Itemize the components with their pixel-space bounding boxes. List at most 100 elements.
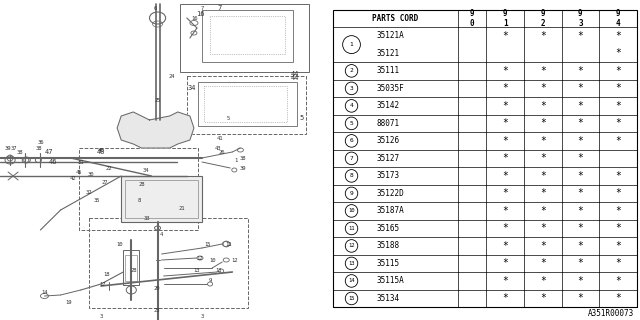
- Text: 25: 25: [154, 98, 161, 102]
- Text: 16: 16: [196, 11, 204, 17]
- Text: *: *: [615, 293, 621, 303]
- Text: 36: 36: [37, 140, 44, 146]
- Text: 22: 22: [106, 165, 113, 171]
- Text: 33: 33: [143, 215, 150, 220]
- Text: *: *: [540, 153, 546, 164]
- Bar: [79, 148, 198, 230]
- Text: 34: 34: [142, 167, 148, 172]
- Text: *: *: [577, 293, 583, 303]
- Text: 35121A: 35121A: [376, 31, 404, 40]
- Text: *: *: [615, 31, 621, 41]
- Text: 8: 8: [138, 197, 141, 203]
- Text: *: *: [540, 171, 546, 181]
- Text: *: *: [615, 259, 621, 268]
- Text: 9
4: 9 4: [616, 9, 620, 28]
- Text: 3: 3: [349, 86, 353, 91]
- Text: 13: 13: [348, 261, 355, 266]
- Text: *: *: [540, 84, 546, 93]
- Text: *: *: [540, 118, 546, 128]
- Text: *: *: [540, 259, 546, 268]
- Text: 4: 4: [160, 231, 163, 236]
- Text: 9
3: 9 3: [578, 9, 582, 28]
- Text: 15: 15: [348, 296, 355, 301]
- Text: 39: 39: [5, 146, 12, 150]
- Bar: [187, 76, 306, 134]
- Text: 38: 38: [35, 146, 42, 150]
- Bar: [202, 10, 293, 62]
- Text: *: *: [615, 188, 621, 198]
- Text: 8: 8: [349, 173, 353, 179]
- Text: *: *: [615, 66, 621, 76]
- Text: A351R00073: A351R00073: [588, 309, 634, 318]
- Text: 30: 30: [88, 172, 94, 177]
- Bar: [198, 82, 297, 126]
- Text: *: *: [502, 276, 508, 286]
- Text: *: *: [615, 241, 621, 251]
- Text: 35115: 35115: [376, 259, 400, 268]
- Text: 15: 15: [204, 242, 211, 246]
- Text: 10: 10: [209, 258, 215, 262]
- Text: 20: 20: [154, 285, 160, 291]
- Text: *: *: [540, 223, 546, 233]
- Text: 26: 26: [219, 149, 225, 155]
- Text: *: *: [577, 171, 583, 181]
- Text: 13: 13: [215, 268, 221, 273]
- Text: 35121: 35121: [376, 49, 400, 58]
- Bar: [204, 86, 287, 122]
- Text: 5: 5: [349, 121, 353, 126]
- Text: *: *: [502, 153, 508, 164]
- Text: *: *: [577, 188, 583, 198]
- Text: *: *: [502, 66, 508, 76]
- Text: 35142: 35142: [376, 101, 400, 110]
- Text: 40: 40: [98, 148, 104, 153]
- Text: 9: 9: [209, 277, 212, 283]
- Text: *: *: [615, 276, 621, 286]
- Text: 42: 42: [70, 175, 76, 180]
- Text: 35122D: 35122D: [376, 189, 404, 198]
- Text: 88071: 88071: [376, 119, 400, 128]
- Text: *: *: [577, 276, 583, 286]
- Text: 35187A: 35187A: [376, 206, 404, 215]
- Text: 11: 11: [225, 242, 232, 246]
- Text: 11: 11: [348, 226, 355, 231]
- Text: *: *: [502, 171, 508, 181]
- Text: *: *: [540, 293, 546, 303]
- Text: 39: 39: [239, 165, 246, 171]
- Text: 28: 28: [138, 181, 145, 187]
- Text: *: *: [615, 171, 621, 181]
- Text: *: *: [577, 223, 583, 233]
- Text: *: *: [577, 153, 583, 164]
- Text: *: *: [540, 31, 546, 41]
- Text: 27: 27: [102, 180, 108, 185]
- Text: 35126: 35126: [376, 136, 400, 145]
- Text: 12: 12: [348, 244, 355, 248]
- Text: *: *: [615, 136, 621, 146]
- Bar: [89, 218, 248, 308]
- Text: 14: 14: [348, 278, 355, 284]
- Text: 35127: 35127: [376, 154, 400, 163]
- Text: 41: 41: [217, 135, 223, 140]
- Text: *: *: [502, 101, 508, 111]
- Text: *: *: [577, 84, 583, 93]
- Text: *: *: [502, 188, 508, 198]
- Text: *: *: [540, 101, 546, 111]
- Polygon shape: [117, 112, 194, 148]
- Text: 5: 5: [300, 115, 304, 121]
- Text: 6: 6: [349, 138, 353, 143]
- Text: *: *: [540, 66, 546, 76]
- Text: 35134: 35134: [376, 294, 400, 303]
- Text: *: *: [577, 136, 583, 146]
- Text: 3: 3: [99, 314, 102, 318]
- Text: 14: 14: [41, 290, 48, 294]
- Text: *: *: [615, 84, 621, 93]
- Text: *: *: [502, 293, 508, 303]
- Text: 12: 12: [196, 255, 204, 260]
- Text: 10: 10: [116, 242, 122, 246]
- Text: 2: 2: [150, 319, 153, 320]
- Text: 38: 38: [17, 149, 24, 155]
- Text: 37: 37: [11, 146, 17, 150]
- Bar: [180, 4, 309, 72]
- Text: 31: 31: [77, 159, 84, 164]
- Bar: [124, 250, 140, 285]
- Text: *: *: [540, 206, 546, 216]
